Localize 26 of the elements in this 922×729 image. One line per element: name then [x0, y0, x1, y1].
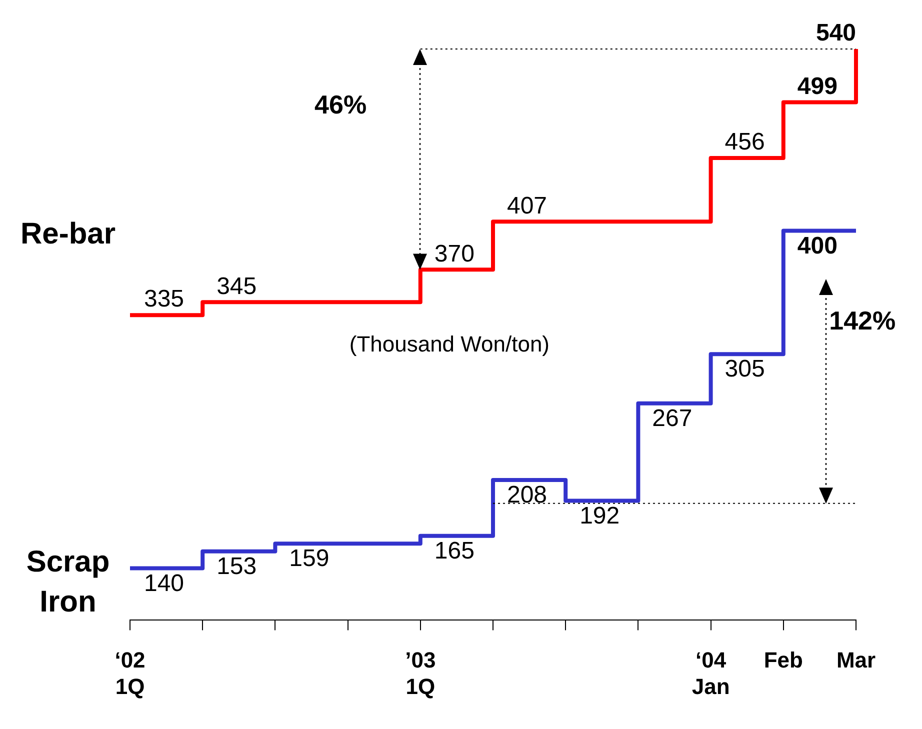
- data-label: 370: [434, 240, 474, 268]
- data-label: 305: [724, 356, 765, 383]
- data-label: 456: [724, 128, 765, 156]
- data-label: 400: [797, 232, 838, 260]
- data-label: 140: [144, 570, 184, 597]
- x-tick-label: Mar: [836, 647, 876, 672]
- data-label: 153: [216, 553, 257, 580]
- text: Re-bar: [20, 217, 116, 250]
- x-tick-label: ‘04 Jan: [692, 647, 730, 699]
- data-label: 165: [434, 537, 474, 564]
- x-tick-label: Feb: [764, 647, 803, 672]
- data-label: 540: [816, 20, 856, 47]
- series-label: Scrap Iron: [26, 546, 110, 619]
- annotation: 142%: [829, 305, 896, 336]
- data-label: 335: [144, 286, 184, 313]
- data-label: 267: [652, 405, 692, 432]
- annotation: (Thousand Won/ton): [349, 332, 550, 357]
- data-label: 192: [580, 502, 620, 530]
- data-label: 208: [506, 482, 548, 509]
- data-label: 345: [216, 272, 257, 300]
- data-label: 159: [289, 545, 330, 572]
- data-label: 499: [797, 72, 838, 100]
- x-tick-label: ‘02 1Q: [114, 647, 146, 699]
- data-label: 407: [506, 192, 548, 220]
- x-tick-label: ’03 1Q: [405, 647, 436, 699]
- annotation: 46%: [314, 89, 367, 120]
